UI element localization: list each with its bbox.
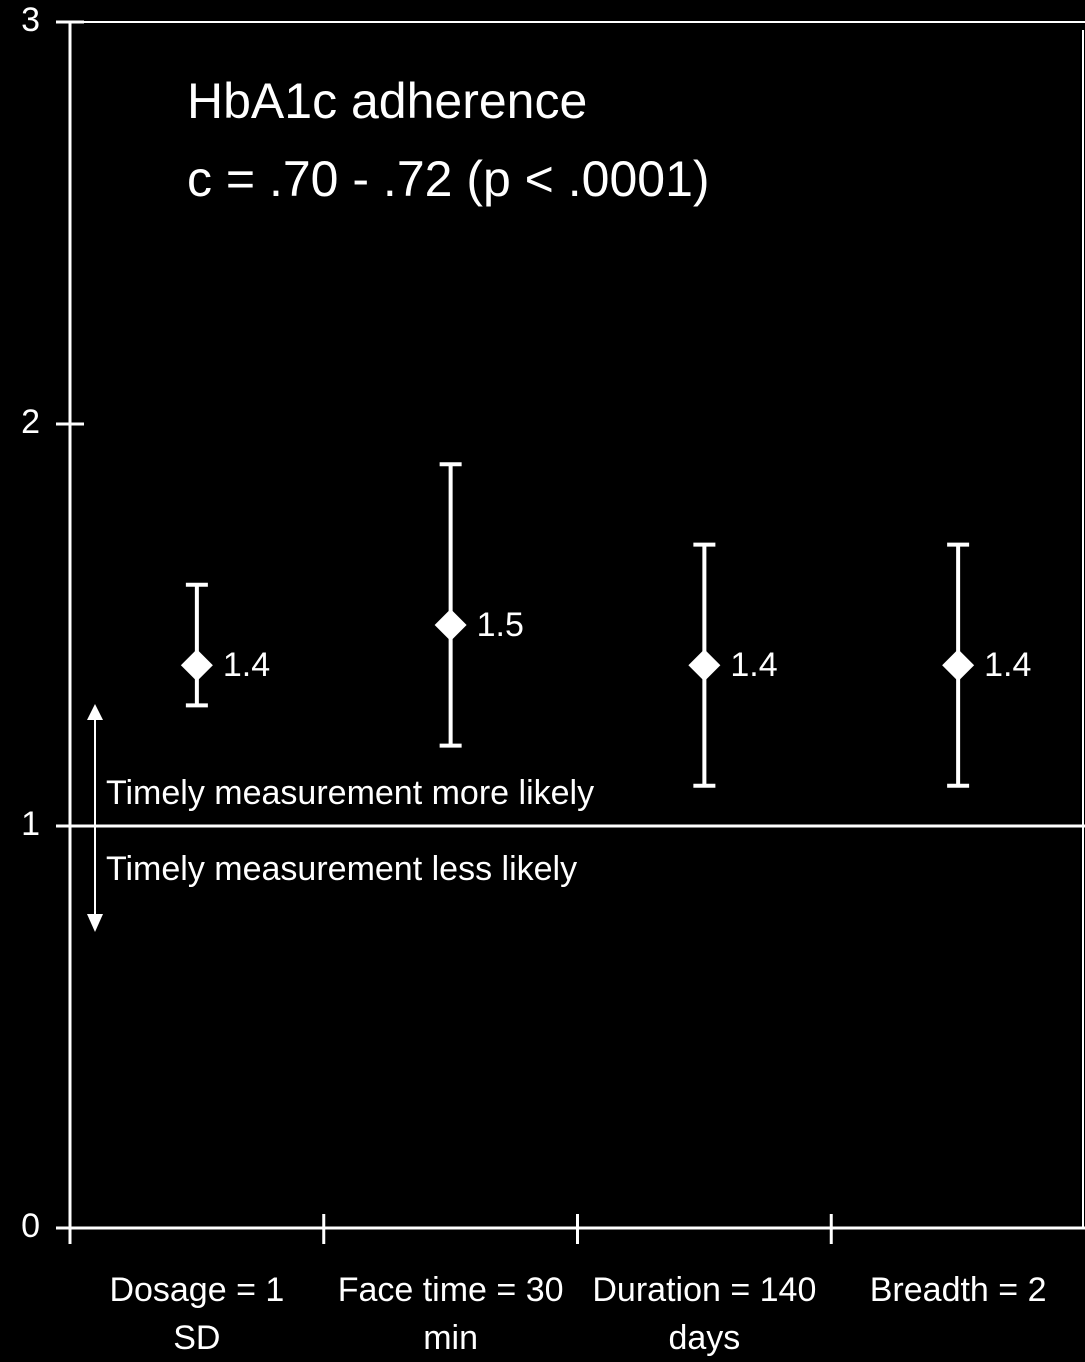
- y-tick-label: 0: [21, 1207, 40, 1245]
- point: [434, 609, 467, 641]
- annotation: Timely measurement less likely: [106, 850, 577, 888]
- value-label: 1.5: [477, 606, 524, 644]
- x-tick-label: Dosage = 1 SD: [109, 1271, 285, 1357]
- x-tick-label: Face time = 30 min: [337, 1271, 564, 1357]
- x-tick-label: Breadth = 2: [869, 1271, 1047, 1309]
- point: [942, 649, 975, 682]
- chart-title: HbA1c adherence: [187, 73, 587, 129]
- point: [180, 649, 213, 682]
- x-tick-label: Duration = 140 days: [592, 1271, 817, 1357]
- value-label: 1.4: [730, 646, 777, 684]
- arrow-head: [87, 704, 103, 720]
- y-tick-label: 2: [21, 403, 40, 441]
- point: [688, 649, 721, 682]
- arrow-head: [87, 914, 103, 932]
- value-label: 1.4: [223, 646, 270, 684]
- y-tick-label: 3: [21, 1, 40, 39]
- value-label: 1.4: [984, 646, 1031, 684]
- chart-subtitle: c = .70 - .72 (p < .0001): [187, 151, 710, 207]
- y-tick-label: 1: [21, 805, 40, 843]
- annotation: Timely measurement more likely: [106, 774, 594, 812]
